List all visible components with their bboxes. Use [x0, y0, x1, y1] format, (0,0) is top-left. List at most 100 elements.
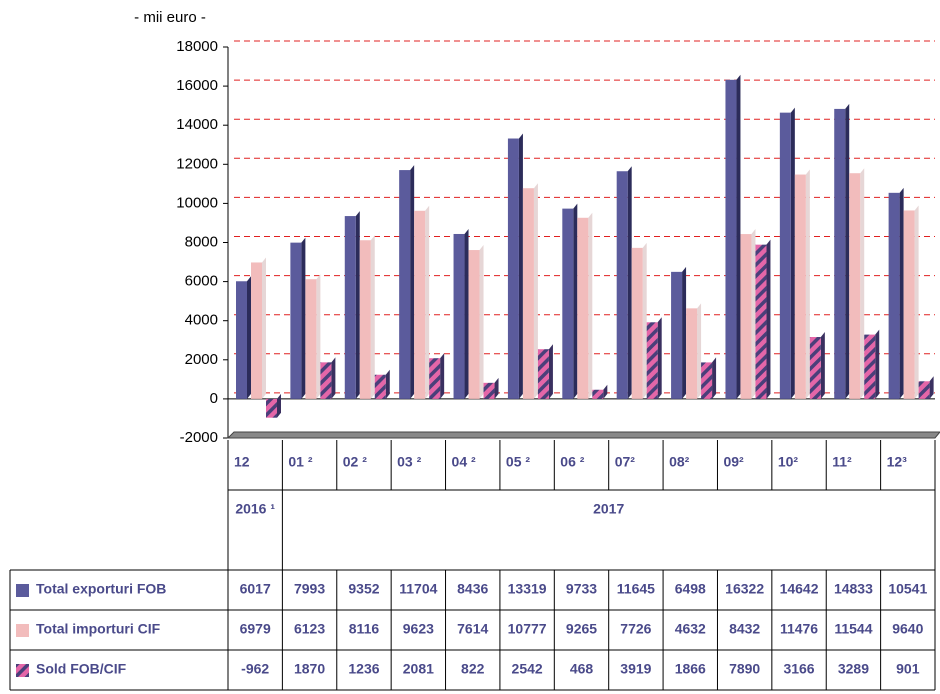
bar	[794, 174, 806, 399]
table-value: -962	[241, 661, 269, 677]
table-value: 9623	[403, 621, 434, 637]
bar-side	[533, 183, 538, 399]
floor	[226, 431, 940, 439]
table-value: 10777	[508, 621, 547, 637]
legend-label: Total exporturi FOB	[36, 581, 166, 597]
legend-swatch	[16, 584, 29, 597]
table-value: 1866	[675, 661, 706, 677]
table-value: 11645	[617, 581, 655, 597]
x-tick-label: 03 ²	[397, 454, 421, 470]
bar-side	[518, 133, 523, 399]
bar-side	[820, 332, 825, 399]
y-tick-label: 18000	[176, 38, 218, 55]
table-value: 9733	[566, 581, 597, 597]
table-value: 7993	[294, 581, 325, 597]
bar-side	[277, 393, 281, 418]
bar	[251, 262, 262, 399]
table-value: 1870	[294, 661, 325, 677]
bar	[522, 188, 534, 399]
year-label: 2016 ¹	[235, 501, 275, 517]
table-value: 1236	[348, 661, 379, 677]
table-value: 2081	[403, 661, 434, 677]
table-value: 6979	[240, 621, 271, 637]
bar-side	[929, 376, 934, 399]
bar	[918, 381, 930, 399]
bar-side	[642, 242, 647, 399]
bar	[374, 374, 386, 399]
x-tick-label: 07²	[615, 454, 636, 470]
bar-side	[573, 203, 578, 399]
y-tick-label: 10000	[176, 194, 218, 211]
table-value: 11704	[399, 581, 437, 597]
x-tick-label: 01 ²	[288, 454, 312, 470]
bar	[616, 171, 628, 399]
bar	[755, 244, 767, 399]
legend-swatch	[16, 664, 29, 677]
bar-side	[247, 276, 251, 399]
bar-side	[425, 205, 430, 399]
bar	[888, 192, 900, 399]
table-value: 13319	[508, 581, 547, 597]
y-tick-label: 12000	[176, 155, 218, 172]
x-tick-label: 09²	[723, 454, 744, 470]
table-value: 11544	[834, 621, 872, 637]
bar-side	[697, 303, 702, 399]
y-tick-label: 14000	[176, 116, 218, 133]
x-tick-label: 11²	[832, 454, 852, 470]
x-tick-label: 02 ²	[343, 454, 367, 470]
bar-side	[548, 344, 553, 399]
bar	[725, 79, 737, 399]
y-tick-label: 4000	[185, 312, 218, 329]
table-value: 3289	[838, 661, 869, 677]
table-value: 3166	[783, 661, 814, 677]
bar	[305, 279, 317, 399]
bar	[779, 112, 791, 399]
x-tick-label: 08²	[669, 454, 690, 470]
bar-side	[479, 245, 484, 399]
table-value: 7614	[457, 621, 488, 637]
bar-side	[805, 169, 810, 399]
bar	[646, 322, 658, 399]
bar	[429, 358, 441, 399]
bar-side	[331, 357, 336, 399]
table-value: 11476	[780, 621, 818, 637]
bar	[359, 240, 371, 399]
bar-side	[410, 165, 415, 399]
x-tick-label: 12	[234, 454, 250, 470]
bar-side	[657, 317, 662, 399]
bar	[864, 334, 876, 399]
legend-swatch	[16, 624, 29, 637]
bar	[344, 216, 356, 399]
bar-side	[751, 229, 756, 399]
bar	[577, 217, 589, 399]
table-value: 7890	[729, 661, 760, 677]
bar	[236, 281, 247, 399]
y-tick-label: 2000	[185, 351, 218, 368]
table-value: 2542	[512, 661, 543, 677]
bar	[290, 242, 302, 399]
x-tick-label: 10²	[778, 454, 799, 470]
table-value: 3919	[620, 661, 651, 677]
bar-side	[355, 211, 360, 399]
table-value: 4632	[675, 621, 706, 637]
bar-side	[875, 329, 880, 399]
table-value: 8116	[349, 621, 380, 637]
y-tick-label: -2000	[180, 429, 218, 446]
bar-side	[440, 353, 445, 399]
bar	[849, 173, 861, 399]
bar-side	[682, 266, 687, 399]
bar	[537, 349, 549, 399]
bar	[592, 389, 604, 399]
x-tick-label: 06 ²	[560, 454, 584, 470]
bar-side	[736, 74, 741, 399]
bar-side	[860, 168, 865, 399]
bar-side	[627, 166, 632, 399]
table-value: 6498	[675, 581, 706, 597]
x-tick-label: 05 ²	[506, 454, 530, 470]
bar	[483, 382, 495, 399]
legend-label: Total importuri CIF	[36, 621, 161, 637]
bar	[671, 271, 683, 399]
bar-side	[494, 377, 499, 399]
bar	[701, 362, 713, 399]
unit-label: - mii euro -	[134, 9, 206, 26]
